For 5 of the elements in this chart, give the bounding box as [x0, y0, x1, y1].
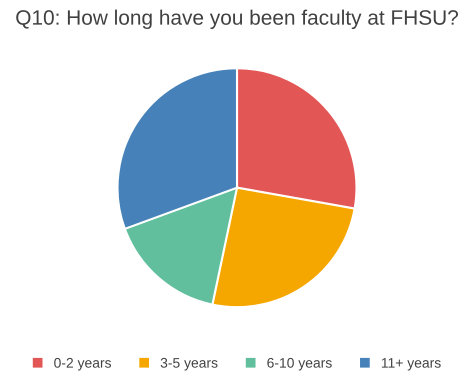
legend-label: 0-2 years: [54, 358, 112, 370]
legend-label: 6-10 years: [267, 358, 332, 370]
legend-label: 11+ years: [382, 358, 441, 370]
chart-title: Q10: How long have you been faculty at FHSU?: [16, 10, 458, 29]
legend-label: 3-5 years: [160, 358, 218, 370]
